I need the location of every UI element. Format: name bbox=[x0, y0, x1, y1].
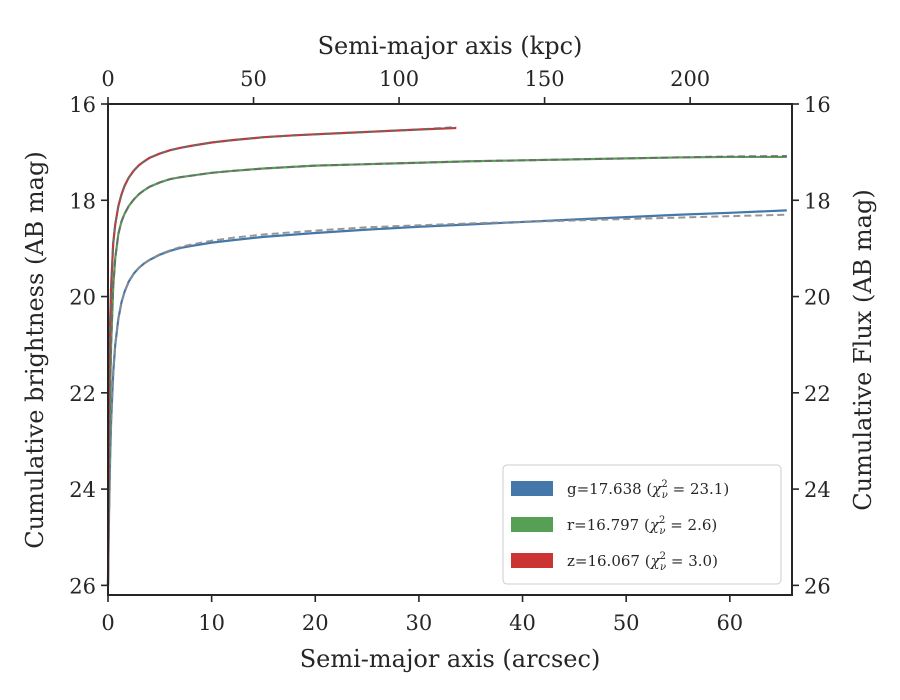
y-tick-label: 26 bbox=[69, 574, 96, 598]
x2-tick-label: 200 bbox=[670, 67, 710, 91]
x-tick-label: 40 bbox=[509, 611, 536, 635]
legend-items: g=17.638 (χ2 ν = 23.1) r=16.797 (χ2 ν = 2.6… bbox=[511, 479, 729, 573]
x-tick-label: 60 bbox=[716, 611, 743, 635]
y2-tick-label: 16 bbox=[804, 93, 831, 117]
y2-tick-label: 20 bbox=[804, 286, 831, 310]
x2-tick-label: 150 bbox=[525, 67, 565, 91]
x2-tick-label: 50 bbox=[240, 67, 267, 91]
legend-swatch-g bbox=[511, 481, 553, 496]
x2-axis-title: Semi-major axis (kpc) bbox=[318, 32, 583, 60]
y-tick-label: 20 bbox=[69, 286, 96, 310]
y2-tick-label: 26 bbox=[804, 574, 831, 598]
y-tick-label: 24 bbox=[69, 478, 96, 502]
y2-axis-title: Cumulative Flux (AB mag) bbox=[849, 189, 877, 510]
x-tick-label: 50 bbox=[613, 611, 640, 635]
plot-frame bbox=[107, 103, 793, 596]
model-line-g bbox=[107, 213, 787, 586]
legend-swatch-z bbox=[511, 553, 553, 568]
curves-layer bbox=[106, 126, 787, 586]
y-tick-label: 22 bbox=[69, 382, 96, 406]
x-tick-label: 0 bbox=[101, 611, 114, 635]
x-tick-label: 10 bbox=[198, 611, 225, 635]
x2-tick-label: 100 bbox=[379, 67, 419, 91]
y-tick-label: 16 bbox=[69, 93, 96, 117]
series-line-z bbox=[106, 126, 457, 586]
x-tick-label: 30 bbox=[406, 611, 433, 635]
y-tick-label: 18 bbox=[69, 189, 96, 213]
x-tick-label: 20 bbox=[302, 611, 329, 635]
legend-label-z: z=16.067 (χ2 ν = 3.0) bbox=[567, 551, 718, 573]
y2-tick-label: 24 bbox=[804, 478, 831, 502]
y2-tick-label: 22 bbox=[804, 382, 831, 406]
legend-frame bbox=[502, 464, 782, 585]
ticks-layer: 0 10 20 30 40 50 60 0 50 100 150 200 16 16 18 18 20 20 22 2… bbox=[69, 67, 830, 635]
legend: g=17.638 (χ2 ν = 23.1) r=16.797 (χ2 ν = 2.6… bbox=[502, 464, 782, 585]
legend-label-g: g=17.638 (χ2 ν = 23.1) bbox=[567, 479, 729, 501]
y2-tick-label: 18 bbox=[804, 189, 831, 213]
legend-swatch-r bbox=[511, 517, 553, 532]
y-axis-title: Cumulative brightness (AB mag) bbox=[21, 151, 49, 548]
x-axis-title: Semi-major axis (arcsec) bbox=[300, 645, 601, 673]
x2-tick-label: 0 bbox=[101, 67, 114, 91]
model-line-r bbox=[107, 154, 787, 586]
legend-label-r: r=16.797 (χ2 ν = 2.6) bbox=[567, 515, 717, 537]
model-line-z bbox=[107, 126, 457, 586]
